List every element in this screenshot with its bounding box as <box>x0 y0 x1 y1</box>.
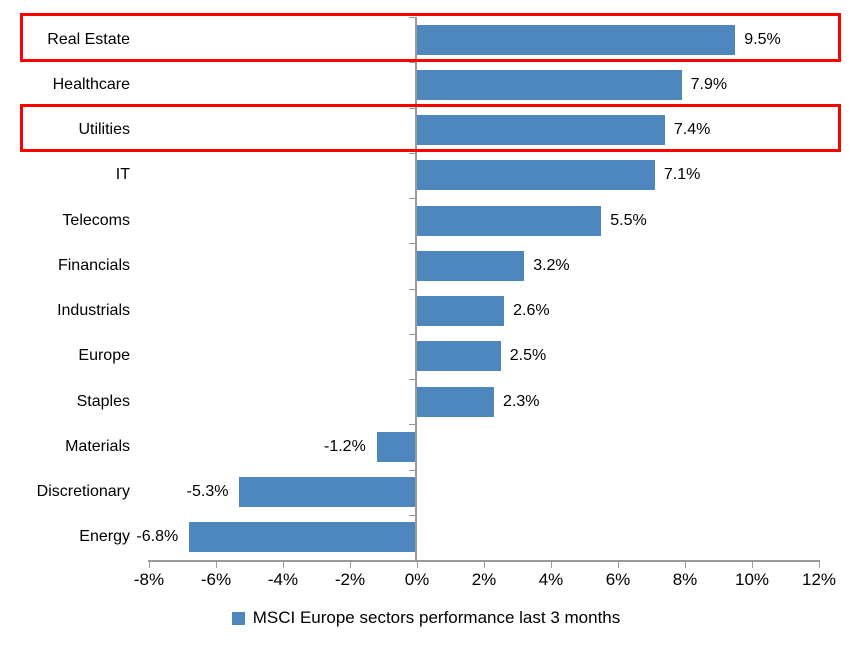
value-label: 5.5% <box>610 211 647 229</box>
category-axis-tick <box>409 107 416 109</box>
value-axis-tick-label: 0% <box>404 570 430 589</box>
value-label: -6.8% <box>136 528 179 546</box>
value-axis-tick <box>618 562 619 568</box>
value-axis-tick-label: -8% <box>133 570 165 589</box>
value-axis-tick-label: -2% <box>334 570 366 589</box>
category-axis-line <box>415 17 417 560</box>
bar <box>417 386 495 417</box>
category-axis-tick <box>409 333 416 335</box>
value-axis-tick <box>149 562 150 568</box>
value-axis-tick-label: 4% <box>538 570 564 589</box>
category-axis-tick <box>409 17 416 18</box>
value-axis-tick-label: 2% <box>471 570 497 589</box>
category-label: Real Estate <box>47 30 130 48</box>
bar <box>417 205 602 236</box>
bar <box>239 477 417 508</box>
category-label: Industrials <box>57 302 130 320</box>
category-axis-tick <box>409 243 416 245</box>
category-label: Financials <box>57 256 130 274</box>
value-axis-tick <box>417 562 418 568</box>
legend: MSCI Europe sectors performance last 3 m… <box>0 608 852 628</box>
value-axis-tick-label: 12% <box>801 570 837 589</box>
bar <box>189 522 417 553</box>
value-label: 9.5% <box>744 30 781 48</box>
value-label: 2.6% <box>513 302 550 320</box>
value-axis-tick <box>484 562 485 568</box>
value-label: 7.9% <box>690 75 728 93</box>
bar <box>417 69 682 100</box>
category-axis-tick <box>409 152 416 154</box>
value-axis-tick <box>283 562 284 568</box>
value-axis-tick-label: 8% <box>672 570 698 589</box>
category-label: Discretionary <box>36 483 130 501</box>
value-label: -1.2% <box>324 437 366 455</box>
bar <box>417 160 655 191</box>
category-axis-tick <box>409 469 416 471</box>
value-label: 2.5% <box>509 347 547 365</box>
bar <box>417 250 525 281</box>
value-axis-tick <box>350 562 351 568</box>
value-axis-tick <box>752 562 753 568</box>
value-label: 7.1% <box>663 166 701 184</box>
bar <box>417 24 736 55</box>
value-axis-tick <box>819 562 820 568</box>
bar <box>417 341 501 372</box>
category-label: Europe <box>78 347 130 365</box>
bar <box>376 431 417 462</box>
value-label: 3.2% <box>533 256 570 274</box>
value-axis-line <box>148 560 820 562</box>
value-axis-tick <box>685 562 686 568</box>
category-axis-tick <box>409 288 416 290</box>
category-label: Staples <box>76 392 130 410</box>
category-label: Healthcare <box>52 75 130 93</box>
value-axis-tick <box>551 562 552 568</box>
value-axis-tick <box>216 562 217 568</box>
value-axis-tick-label: 6% <box>605 570 631 589</box>
value-axis-tick-label: 10% <box>734 570 770 589</box>
category-axis-tick <box>409 379 416 380</box>
category-label: Materials <box>65 437 130 455</box>
bar <box>417 296 505 327</box>
value-label: -5.3% <box>186 483 229 501</box>
legend-label: MSCI Europe sectors performance last 3 m… <box>252 608 621 627</box>
value-label: 2.3% <box>503 392 540 410</box>
category-label: Telecoms <box>62 211 130 229</box>
category-label: IT <box>115 166 130 184</box>
category-axis-tick <box>409 198 416 199</box>
category-axis-tick <box>409 62 416 64</box>
value-axis-tick-label: -4% <box>267 570 299 589</box>
category-label: Energy <box>79 528 130 546</box>
category-axis-tick <box>409 514 416 516</box>
category-label: Utilities <box>78 121 130 139</box>
category-axis-tick <box>409 424 416 426</box>
value-label: 7.4% <box>673 121 711 139</box>
value-axis-tick-label: -6% <box>200 570 232 589</box>
bar <box>417 115 665 146</box>
legend-swatch-icon <box>231 611 245 625</box>
